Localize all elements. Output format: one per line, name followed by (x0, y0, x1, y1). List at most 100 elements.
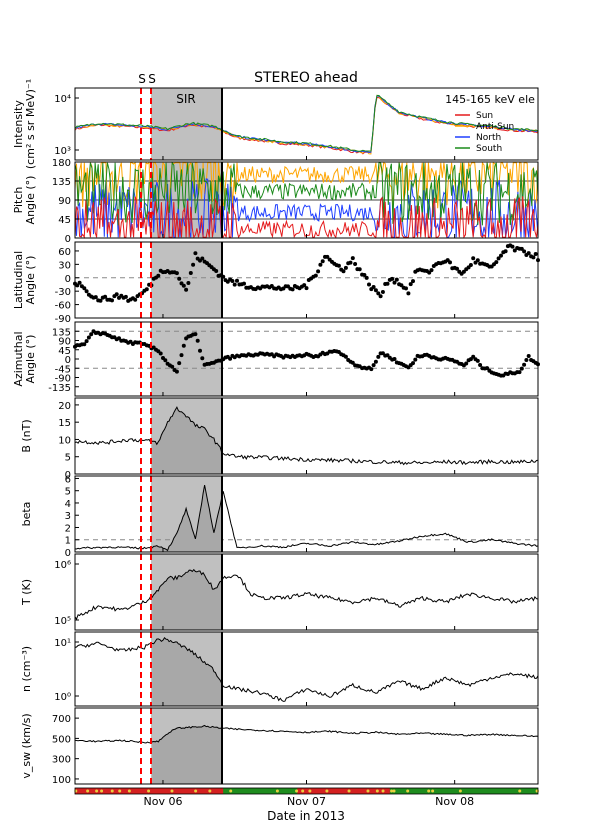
angle-point (503, 249, 508, 254)
status-bar-dot (118, 789, 122, 793)
angle-point (343, 354, 348, 359)
y-tick-label: 4 (65, 499, 71, 510)
legend-label-north: North (476, 133, 501, 143)
series-line (74, 724, 539, 744)
angle-point (228, 356, 233, 361)
angle-point (77, 280, 82, 285)
y-tick-label: 10³ (54, 146, 71, 157)
y-axis-label: Angle (°) (24, 256, 37, 305)
angle-point (496, 256, 501, 261)
sir-area-fill (152, 725, 222, 784)
y-tick-label: 0 (65, 274, 71, 285)
angle-point (376, 354, 381, 359)
y-tick-label: 1 (65, 536, 71, 547)
figure-title: STEREO ahead (254, 70, 358, 86)
angle-point (406, 291, 411, 296)
panel-frame (74, 707, 539, 785)
y-tick-label: 2 (65, 523, 71, 534)
y-tick-label: 10⁵ (54, 616, 71, 627)
angle-point (392, 357, 397, 361)
angle-point (448, 260, 452, 265)
y-tick-label: 90 (58, 196, 71, 207)
angle-point (526, 251, 531, 256)
panel-0 (74, 87, 539, 161)
y-tick-label: 180 (52, 158, 71, 169)
panel-frame (74, 631, 539, 707)
angle-point (371, 285, 376, 289)
status-bar-dot (127, 789, 131, 793)
angle-point (390, 276, 395, 281)
angle-point (177, 276, 182, 281)
angle-point (84, 289, 89, 294)
status-bar-dot (295, 789, 299, 793)
angle-point (468, 263, 473, 267)
y-tick-label: 700 (52, 714, 71, 725)
angle-point (526, 354, 531, 358)
y-axis-label: Angle (°) (24, 176, 37, 225)
angle-point (353, 262, 358, 266)
panel-2 (73, 241, 540, 319)
angle-point (510, 244, 515, 249)
y-tick-label: 20 (58, 401, 71, 412)
series-line (74, 485, 539, 552)
angle-point (290, 287, 295, 292)
angle-point (89, 332, 94, 337)
panel-1 (74, 161, 539, 240)
y-tick-label: 60 (58, 247, 71, 258)
angle-point (517, 370, 522, 375)
y-tick-label: 15 (58, 418, 71, 429)
y-axis-label: B (nT) (20, 419, 33, 452)
panel-3 (73, 321, 540, 397)
angle-point (86, 335, 91, 340)
y-tick-label: 10 (58, 435, 71, 446)
angle-point (533, 252, 538, 256)
panel-5 (74, 475, 539, 553)
status-bar-dot (301, 789, 305, 793)
angle-point (350, 256, 355, 261)
angle-point (179, 353, 184, 358)
status-bar-dot (406, 789, 410, 793)
angle-point (230, 279, 235, 283)
y-axis-label: Pitch (12, 187, 25, 214)
status-bar-dot (427, 789, 431, 793)
angle-point (316, 269, 321, 274)
angle-point (186, 281, 191, 285)
y-tick-label: -45 (55, 364, 71, 375)
angle-point (373, 288, 378, 293)
series-line (74, 637, 539, 702)
angle-point (302, 283, 307, 288)
angle-point (174, 271, 179, 276)
y-tick-label: 100 (52, 775, 71, 786)
angle-point (195, 338, 200, 343)
series-line (74, 406, 539, 466)
sir-area-fill (152, 569, 222, 630)
status-bar-dot (366, 789, 370, 793)
y-tick-label: 0 (65, 234, 71, 245)
status-bar (74, 787, 539, 795)
y-tick-label: 10⁶ (54, 560, 71, 571)
angle-point (478, 363, 483, 367)
y-axis-label: beta (20, 502, 33, 527)
angle-point (404, 286, 408, 291)
angle-point (200, 256, 205, 261)
angle-point (429, 268, 434, 273)
y-tick-label: 45 (58, 346, 71, 357)
y-tick-label: -30 (55, 287, 71, 298)
status-bar-dot (147, 789, 151, 793)
angle-point (378, 294, 383, 299)
angle-point (304, 286, 309, 291)
angle-point (336, 263, 341, 268)
angle-point (394, 277, 399, 282)
shock-label-1: S (138, 72, 146, 86)
status-bar-dot (458, 789, 462, 793)
angle-point (98, 298, 103, 303)
y-tick-label: 0 (65, 355, 71, 366)
angle-point (170, 364, 175, 369)
angle-point (193, 332, 198, 337)
status-bar-dot (325, 789, 329, 793)
y-axis-label: v_sw (km/s) (20, 713, 33, 778)
angle-point (82, 286, 87, 291)
angle-point (464, 361, 469, 366)
series-line (74, 568, 539, 621)
